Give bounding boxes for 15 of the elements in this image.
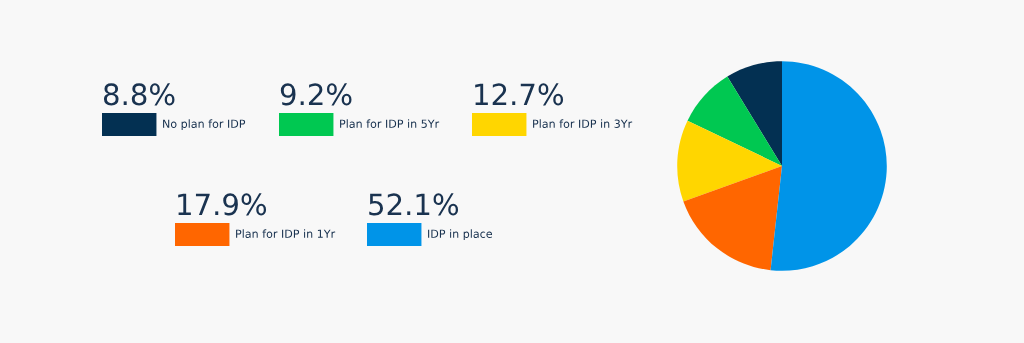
legend-label: Plan for IDP in 1Yr <box>236 229 336 238</box>
pie-slice <box>770 61 887 271</box>
legend-label: IDP in place <box>428 229 493 241</box>
pie-slice <box>677 120 782 202</box>
legend-label: No plan for IDP <box>163 119 246 131</box>
data-label: 12.7% <box>475 83 564 106</box>
pie-slice <box>683 166 782 271</box>
legend-label: Plan for IDP in 3Yr <box>533 119 633 128</box>
pie-slice <box>687 76 782 166</box>
legend-label: Plan for IDP in 5Yr <box>340 119 440 128</box>
pie-slice <box>727 61 782 166</box>
data-label: 52.1% <box>369 193 459 216</box>
data-label: 8.8% <box>103 83 175 106</box>
data-label: 9.2% <box>280 83 352 106</box>
data-label: 17.9% <box>178 193 267 216</box>
